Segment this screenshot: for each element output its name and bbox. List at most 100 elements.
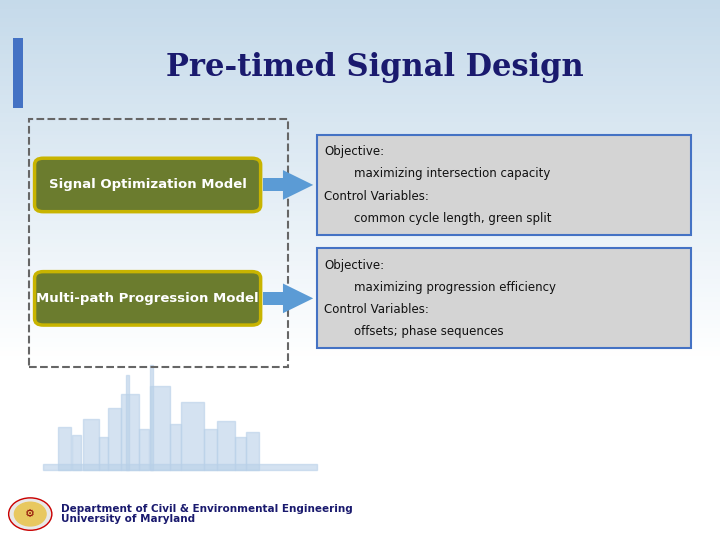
Bar: [0, 139, 720, 144]
Bar: [0, 104, 720, 108]
Bar: [0, 58, 720, 63]
Text: maximizing intersection capacity: maximizing intersection capacity: [324, 167, 550, 180]
Bar: [0, 472, 720, 477]
Bar: [0, 99, 720, 104]
Bar: [0, 450, 720, 455]
FancyBboxPatch shape: [108, 408, 121, 470]
Bar: [0, 135, 720, 139]
Bar: [0, 198, 720, 202]
Bar: [0, 171, 720, 176]
Bar: [0, 446, 720, 450]
FancyBboxPatch shape: [317, 248, 691, 348]
Text: common cycle length, green split: common cycle length, green split: [324, 212, 552, 225]
FancyBboxPatch shape: [317, 135, 691, 235]
FancyBboxPatch shape: [83, 418, 99, 470]
Bar: [0, 297, 720, 301]
Bar: [0, 131, 720, 135]
Bar: [0, 387, 720, 392]
Text: Control Variables:: Control Variables:: [324, 190, 429, 202]
Bar: [0, 513, 720, 517]
Bar: [0, 522, 720, 526]
Bar: [0, 274, 720, 279]
Bar: [0, 351, 720, 355]
Bar: [0, 112, 720, 117]
FancyBboxPatch shape: [263, 178, 283, 192]
Text: Objective:: Objective:: [324, 259, 384, 272]
Bar: [0, 423, 720, 428]
Circle shape: [9, 498, 52, 530]
FancyBboxPatch shape: [181, 402, 204, 470]
Bar: [0, 320, 720, 324]
Bar: [0, 50, 720, 54]
FancyBboxPatch shape: [72, 435, 81, 470]
Text: Objective:: Objective:: [324, 145, 384, 158]
FancyBboxPatch shape: [35, 272, 261, 325]
Text: University of Maryland: University of Maryland: [61, 515, 195, 524]
Bar: [0, 414, 720, 418]
Bar: [0, 68, 720, 72]
Bar: [0, 378, 720, 382]
Bar: [0, 247, 720, 252]
Bar: [0, 193, 720, 198]
Bar: [0, 436, 720, 441]
Bar: [0, 243, 720, 247]
Bar: [0, 328, 720, 333]
Bar: [0, 23, 720, 27]
Bar: [0, 355, 720, 360]
Bar: [0, 288, 720, 293]
Bar: [0, 72, 720, 77]
Bar: [0, 230, 720, 234]
Bar: [0, 81, 720, 85]
Bar: [0, 364, 720, 369]
Bar: [0, 266, 720, 270]
Bar: [0, 90, 720, 94]
Bar: [0, 144, 720, 148]
Bar: [0, 409, 720, 414]
Bar: [0, 239, 720, 243]
Bar: [0, 284, 720, 288]
Bar: [0, 212, 720, 216]
Text: Pre-timed Signal Design: Pre-timed Signal Design: [166, 52, 583, 83]
Bar: [0, 180, 720, 185]
Bar: [0, 301, 720, 306]
Bar: [0, 270, 720, 274]
Bar: [0, 517, 720, 522]
Text: ⚙: ⚙: [25, 509, 35, 519]
Bar: [0, 441, 720, 445]
Bar: [0, 477, 720, 482]
Bar: [0, 252, 720, 256]
FancyBboxPatch shape: [99, 437, 108, 470]
Bar: [0, 18, 720, 23]
Bar: [0, 490, 720, 495]
Bar: [0, 382, 720, 387]
Bar: [0, 185, 720, 189]
Bar: [0, 166, 720, 171]
Bar: [0, 31, 720, 36]
Bar: [0, 162, 720, 166]
FancyBboxPatch shape: [121, 394, 139, 470]
Bar: [0, 216, 720, 220]
Text: Signal Optimization Model: Signal Optimization Model: [49, 178, 246, 192]
Bar: [0, 369, 720, 374]
FancyBboxPatch shape: [43, 464, 317, 470]
Bar: [0, 207, 720, 212]
Polygon shape: [283, 284, 313, 313]
FancyBboxPatch shape: [139, 429, 149, 470]
Bar: [0, 77, 720, 81]
Bar: [0, 122, 720, 126]
Bar: [0, 432, 720, 436]
Bar: [0, 148, 720, 153]
Bar: [0, 504, 720, 509]
Bar: [0, 4, 720, 9]
Bar: [0, 333, 720, 338]
FancyBboxPatch shape: [150, 386, 170, 470]
Bar: [0, 85, 720, 90]
Bar: [0, 531, 720, 536]
Bar: [0, 310, 720, 315]
Bar: [0, 234, 720, 239]
FancyBboxPatch shape: [35, 158, 261, 212]
Bar: [0, 342, 720, 347]
Bar: [0, 261, 720, 266]
Bar: [0, 202, 720, 207]
Bar: [0, 486, 720, 490]
